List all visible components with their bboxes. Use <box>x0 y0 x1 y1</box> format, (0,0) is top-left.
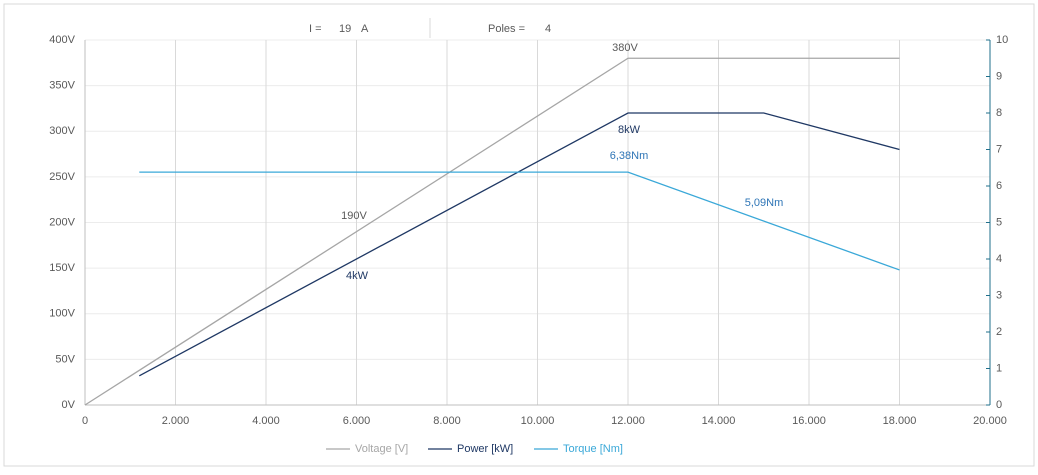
y2-tick-label: 1 <box>996 362 1002 374</box>
y-tick-label: 400V <box>49 34 75 46</box>
y-tick-label: 300V <box>49 125 75 137</box>
x-tick-label: 18.000 <box>883 415 917 427</box>
y2-tick-label: 8 <box>996 107 1002 119</box>
legend-label: Voltage [V] <box>355 443 408 455</box>
annotation: 4kW <box>346 270 369 282</box>
series-line <box>84 57 900 406</box>
x-tick-label: 6.000 <box>343 415 371 427</box>
x-tick-label: 16.000 <box>792 415 826 427</box>
y-tick-label: 250V <box>49 171 75 183</box>
y2-tick-label: 5 <box>996 216 1002 228</box>
current-unit: A <box>361 23 369 35</box>
x-tick-label: 4.000 <box>252 415 280 427</box>
current-value: 19 <box>339 23 351 35</box>
y-tick-label: 0V <box>62 399 76 411</box>
x-tick-label: 0 <box>82 415 88 427</box>
legend-label: Power [kW] <box>457 443 513 455</box>
y2-tick-label: 4 <box>996 253 1002 265</box>
y2-tick-label: 2 <box>996 326 1002 338</box>
annotation: 380V <box>612 42 638 54</box>
poles-label: Poles = <box>488 23 525 35</box>
annotation: 6,38Nm <box>610 150 649 162</box>
x-tick-label: 10.000 <box>521 415 555 427</box>
legend-label: Torque [Nm] <box>563 443 623 455</box>
current-label: I = <box>309 23 322 35</box>
y2-tick-label: 10 <box>996 34 1008 46</box>
series-line <box>139 171 900 271</box>
y2-tick-label: 7 <box>996 143 1002 155</box>
y-tick-label: 50V <box>55 353 75 365</box>
y-tick-label: 100V <box>49 308 75 320</box>
y2-tick-label: 0 <box>996 399 1002 411</box>
y-tick-label: 350V <box>49 80 75 92</box>
x-tick-label: 8.000 <box>433 415 461 427</box>
annotation: 190V <box>341 210 367 222</box>
y-tick-label: 200V <box>49 216 75 228</box>
poles-value: 4 <box>545 23 551 35</box>
y2-tick-label: 9 <box>996 70 1002 82</box>
x-tick-label: 20.000 <box>973 415 1007 427</box>
chart-border <box>3 3 1035 467</box>
series-line <box>138 112 900 377</box>
y2-tick-label: 3 <box>996 289 1002 301</box>
annotation: 5,09Nm <box>745 197 784 209</box>
annotation: 8kW <box>618 124 641 136</box>
x-tick-label: 2.000 <box>162 415 190 427</box>
x-tick-label: 12.000 <box>611 415 645 427</box>
y-tick-label: 150V <box>49 262 75 274</box>
x-tick-label: 14.000 <box>702 415 736 427</box>
y2-tick-label: 6 <box>996 180 1002 192</box>
